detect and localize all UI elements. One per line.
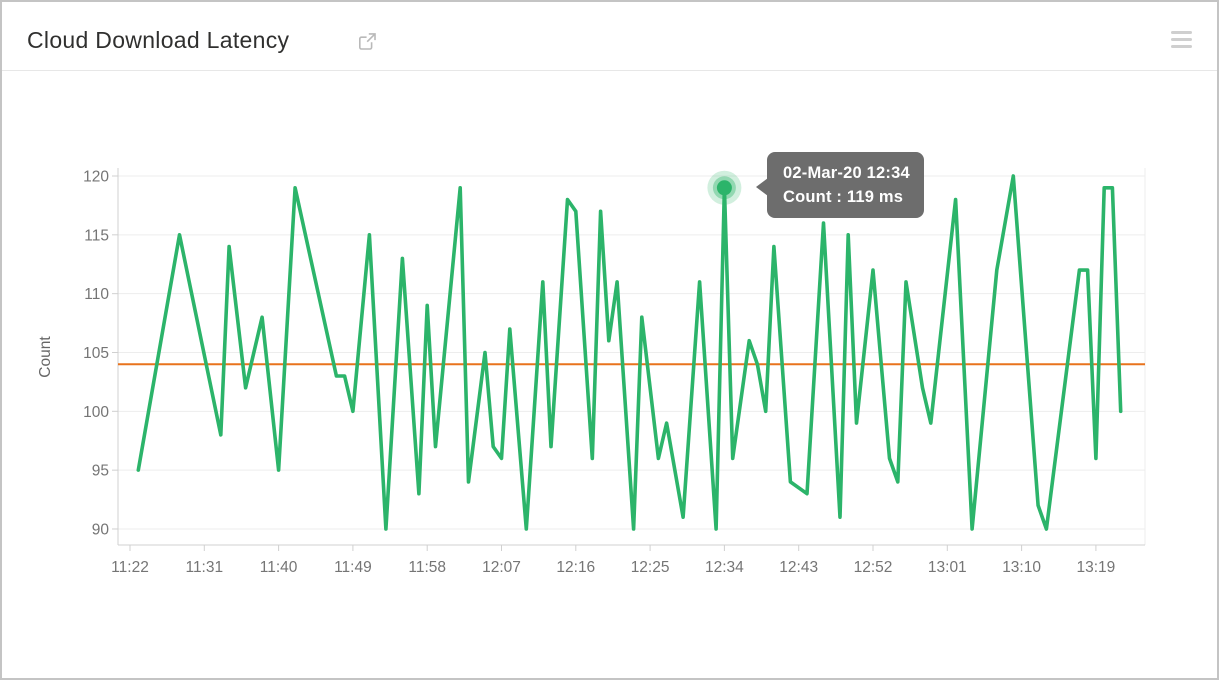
page-title: Cloud Download Latency: [27, 27, 290, 53]
x-tick-label: 12:16: [556, 559, 595, 576]
x-axis-labels: 11:22 11:31 11:40 11:49 11:58 12:07 12:16 12:25…: [111, 559, 1115, 576]
header-bar: Cloud Download Latency: [0, 0, 1219, 71]
y-tick-label: 115: [84, 227, 109, 244]
x-tick-label: 13:10: [1002, 559, 1041, 576]
x-tick-label: 12:07: [482, 559, 521, 576]
axes: [112, 168, 1145, 551]
y-axis-labels: 90 95 100 105 110 115 120: [83, 169, 109, 539]
x-tick-label: 12:34: [705, 559, 744, 576]
hamburger-menu-icon[interactable]: [1171, 31, 1192, 48]
y-tick-label: 90: [92, 521, 110, 538]
y-tick-label: 120: [83, 169, 109, 186]
y-tick-label: 95: [92, 463, 109, 480]
x-tick-label: 11:31: [185, 559, 223, 576]
tooltip: 02-Mar-20 12:34 Count : 119 ms: [756, 152, 924, 218]
y-tick-label: 110: [84, 286, 109, 303]
x-tick-label: 11:22: [111, 559, 149, 576]
latency-series-line: [136, 174, 1123, 531]
x-tick-label: 12:52: [854, 559, 893, 576]
tooltip-arrow: [756, 178, 768, 196]
x-tick-label: 11:40: [260, 559, 298, 576]
tooltip-value: Count : 119 ms: [783, 188, 904, 206]
x-tick-label: 11:49: [334, 559, 372, 576]
selected-point-marker[interactable]: [707, 170, 742, 205]
x-tick-label: 13:01: [928, 559, 967, 576]
external-link-icon[interactable]: [358, 32, 377, 51]
tooltip-timestamp: 02-Mar-20 12:34: [783, 164, 910, 182]
x-tick-label: 12:43: [779, 559, 818, 576]
x-tick-label: 13:19: [1077, 559, 1116, 576]
y-tick-label: 105: [83, 345, 109, 362]
x-tick-label: 12:25: [631, 559, 670, 576]
y-axis-title: Count: [37, 336, 54, 378]
x-tick-label: 11:58: [408, 559, 446, 576]
y-tick-label: 100: [83, 404, 109, 421]
